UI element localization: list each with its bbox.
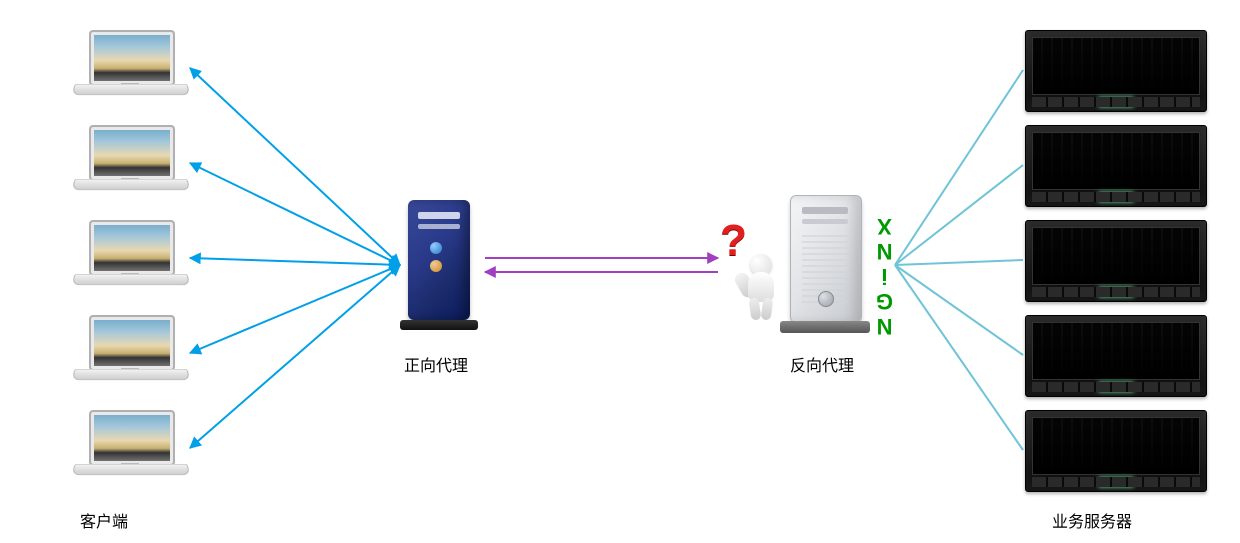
question-mark-icon: ? — [720, 216, 747, 266]
client-laptop-icon — [75, 220, 185, 296]
backend-server-icon — [1025, 125, 1207, 207]
proxy-architecture-diagram: { "type": "network-diagram", "canvas": {… — [0, 0, 1240, 543]
forward-proxy-server-icon — [400, 200, 478, 330]
reverse-proxy-server-icon — [780, 195, 870, 333]
forward-proxy-label: 正向代理 — [404, 352, 468, 376]
client-laptop-icon — [75, 30, 185, 106]
backend-server-icon — [1025, 30, 1207, 112]
nginx-label: NGiNX — [874, 214, 896, 339]
clients-label: 客户端 — [80, 508, 128, 532]
backend-server-icon — [1025, 410, 1207, 492]
backend-server-icon — [1025, 315, 1207, 397]
backend-servers-label: 业务服务器 — [1052, 508, 1132, 532]
backend-server-icon — [1025, 220, 1207, 302]
client-laptop-icon — [75, 125, 185, 201]
reverse-proxy-label: 反向代理 — [790, 352, 854, 376]
client-laptop-icon — [75, 410, 185, 486]
client-laptop-icon — [75, 315, 185, 391]
thinking-person-icon: ? — [730, 240, 782, 320]
